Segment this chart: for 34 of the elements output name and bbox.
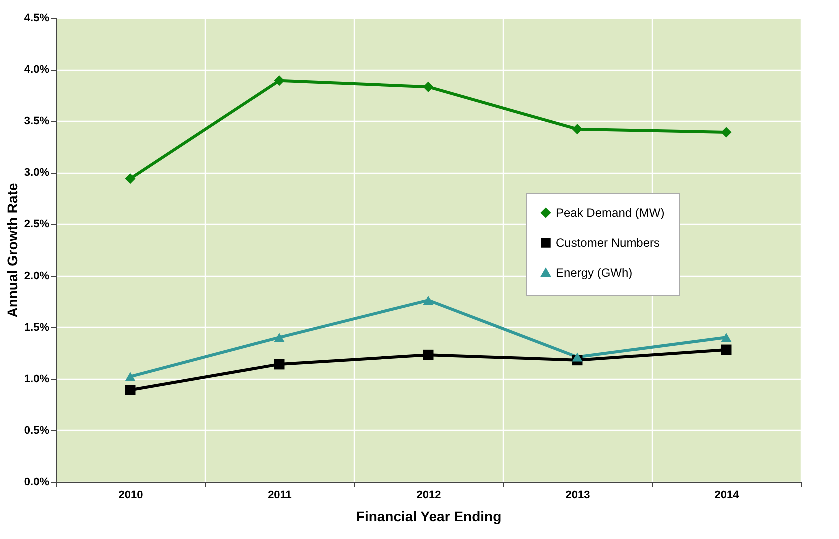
x-axis-title: Financial Year Ending (356, 508, 502, 524)
point (125, 372, 136, 382)
point (125, 174, 136, 184)
x-tick-label: 2013 (566, 490, 590, 502)
y-tick-label: 1.0% (24, 373, 50, 386)
point (721, 333, 732, 342)
legend-label: Peak Demand (MW) (556, 206, 665, 220)
y-tick-label: 3.5% (24, 116, 50, 128)
x-tick-label: 2011 (268, 490, 292, 502)
x-tick-label: 2012 (416, 490, 442, 502)
y-tick-label: 4.5% (24, 12, 50, 24)
y-tick-label: 2.5% (24, 218, 50, 231)
point (721, 344, 732, 356)
point (721, 127, 732, 138)
y-tick-label: 1.5% (24, 322, 50, 334)
y-tick-label: 2.0% (24, 270, 50, 282)
x-tick-label: 2010 (118, 490, 144, 502)
y-tick-label: 0.5% (24, 424, 50, 437)
y-tick-label: 3.0% (24, 167, 50, 180)
point (274, 333, 285, 342)
y-tick-label: 0.0% (24, 476, 50, 488)
point (572, 352, 583, 362)
point (274, 359, 285, 370)
point (125, 384, 136, 396)
legend-label: Customer Numbers (556, 236, 660, 250)
y-axis-title: Annual Growth Rate (4, 183, 20, 318)
point (423, 82, 434, 92)
y-tick-label: 4.0% (24, 64, 50, 76)
point (572, 124, 583, 135)
point (274, 76, 285, 86)
point (423, 350, 434, 360)
legend-label: Energy (GWh) (556, 266, 633, 280)
x-tick-label: 2014 (714, 490, 740, 502)
point (423, 296, 434, 306)
